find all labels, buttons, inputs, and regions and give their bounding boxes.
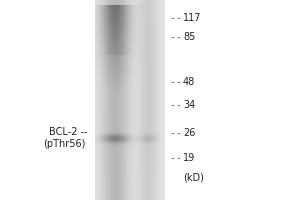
Text: --: --	[170, 13, 188, 23]
Text: 19: 19	[183, 153, 195, 163]
Text: --: --	[170, 32, 188, 42]
Text: 117: 117	[183, 13, 202, 23]
Text: 48: 48	[183, 77, 195, 87]
Text: 34: 34	[183, 100, 195, 110]
Text: (pThr56): (pThr56)	[44, 139, 86, 149]
Text: 26: 26	[183, 128, 195, 138]
Text: (kD): (kD)	[183, 173, 204, 183]
Text: --: --	[170, 128, 188, 138]
Text: --: --	[170, 77, 188, 87]
Text: --: --	[170, 153, 188, 163]
Text: 85: 85	[183, 32, 195, 42]
Text: --: --	[170, 100, 188, 110]
Text: BCL-2 --: BCL-2 --	[50, 127, 88, 137]
